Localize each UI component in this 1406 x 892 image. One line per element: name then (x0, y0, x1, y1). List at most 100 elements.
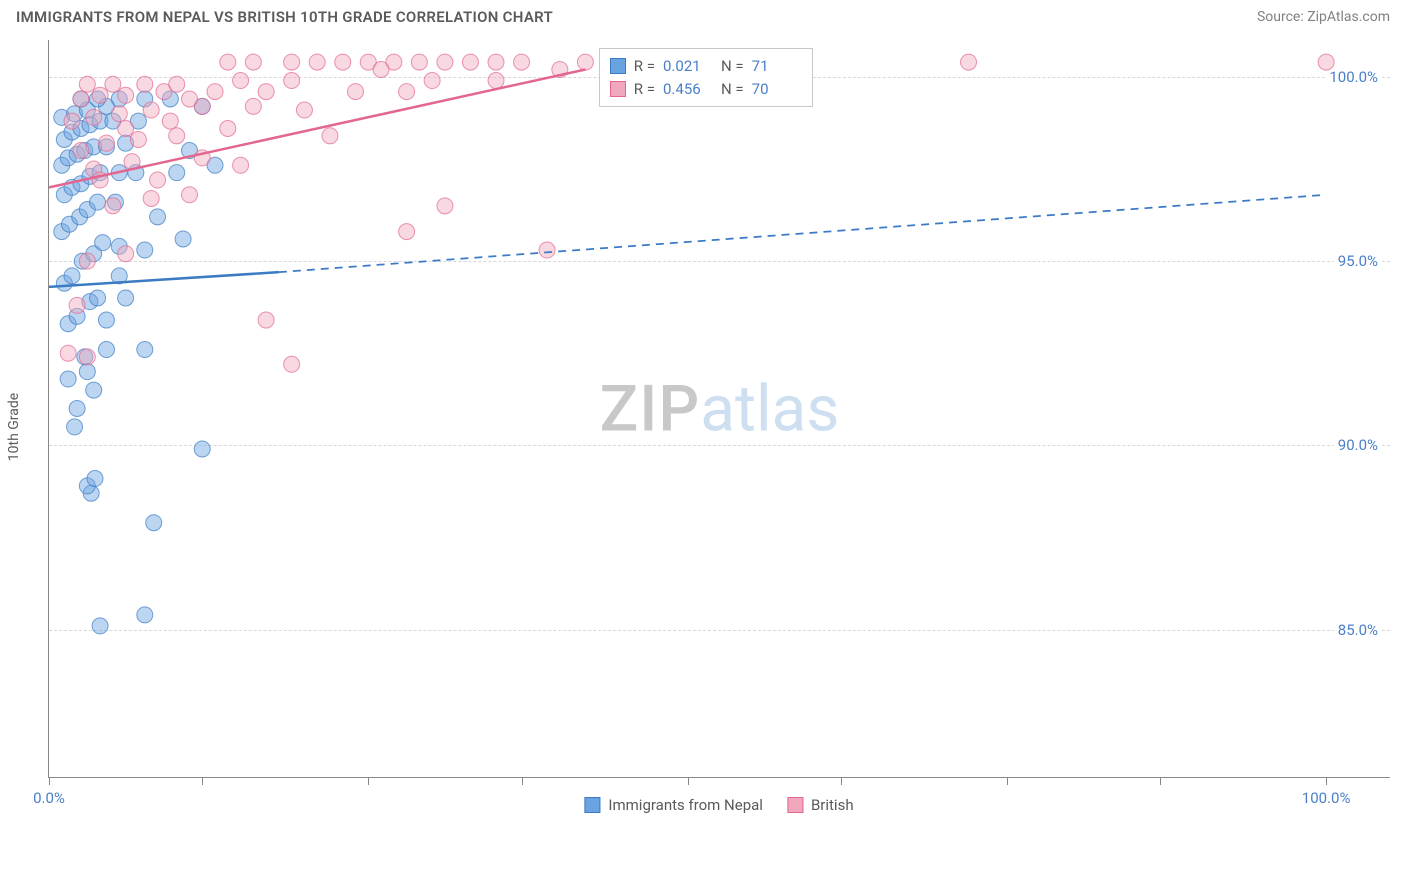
scatter-point (64, 113, 80, 129)
scatter-point (130, 131, 146, 147)
scatter-point (79, 364, 95, 380)
scatter-point (137, 607, 153, 623)
scatter-point (150, 209, 166, 225)
scatter-point (118, 120, 134, 136)
scatter-point (399, 84, 415, 100)
stats-n-label: N = (721, 55, 744, 78)
chart-header: IMMIGRANTS FROM NEPAL VS BRITISH 10TH GR… (0, 0, 1406, 32)
x-tick (522, 777, 523, 785)
scatter-point (86, 109, 102, 125)
stats-n-value: 70 (752, 78, 802, 101)
scatter-point (181, 187, 197, 203)
scatter-point (258, 84, 274, 100)
scatter-point (146, 515, 162, 531)
scatter-point (105, 76, 121, 92)
scatter-point (220, 120, 236, 136)
scatter-point (67, 419, 83, 435)
scatter-point (1318, 54, 1334, 70)
scatter-point (79, 349, 95, 365)
scatter-point (284, 54, 300, 70)
x-tick (688, 777, 689, 785)
scatter-point (488, 54, 504, 70)
legend-label-british: British (811, 796, 854, 814)
scatter-point (207, 84, 223, 100)
legend-swatch-british (787, 797, 803, 813)
scatter-point (514, 54, 530, 70)
scatter-point (73, 91, 89, 107)
scatter-point (284, 356, 300, 372)
stats-row: R = 0.456 N = 70 (610, 78, 802, 101)
scatter-point (296, 102, 312, 118)
x-tick (1160, 777, 1161, 785)
stats-r-value: 0.021 (663, 55, 713, 78)
scatter-point (111, 106, 127, 122)
scatter-point (90, 290, 106, 306)
scatter-point (98, 312, 114, 328)
x-tick-label: 0.0% (33, 789, 65, 807)
scatter-point (169, 165, 185, 181)
stats-swatch (610, 58, 626, 74)
x-tick (1007, 777, 1008, 785)
x-tick (1326, 777, 1327, 785)
scatter-point (411, 54, 427, 70)
scatter-point (92, 87, 108, 103)
scatter-point (220, 54, 236, 70)
scatter-point (539, 242, 555, 258)
stats-r-label: R = (634, 55, 655, 78)
stats-row: R = 0.021 N = 71 (610, 55, 802, 78)
scatter-point (73, 143, 89, 159)
scatter-point (92, 618, 108, 634)
scatter-point (162, 113, 178, 129)
scatter-point (137, 342, 153, 358)
scatter-point (233, 157, 249, 173)
scatter-point (233, 73, 249, 89)
x-tick (49, 777, 50, 785)
scatter-point (961, 54, 977, 70)
scatter-point (424, 73, 440, 89)
scatter-point (322, 128, 338, 144)
scatter-point (118, 246, 134, 262)
scatter-point (437, 198, 453, 214)
scatter-point (181, 91, 197, 107)
stats-r-label: R = (634, 78, 655, 101)
scatter-point (64, 268, 80, 284)
scatter-point (60, 345, 76, 361)
scatter-point (284, 73, 300, 89)
stats-swatch (610, 81, 626, 97)
scatter-point (399, 224, 415, 240)
legend-swatch-nepal (584, 797, 600, 813)
scatter-point (143, 102, 159, 118)
correlation-stats-box: R = 0.021 N = 71 R = 0.456 N = 70 (599, 48, 813, 107)
scatter-point (98, 135, 114, 151)
stats-r-value: 0.456 (663, 78, 713, 101)
scatter-point (245, 54, 261, 70)
scatter-point (87, 471, 103, 487)
x-tick (368, 777, 369, 785)
stats-n-label: N = (721, 78, 744, 101)
legend-item-british: British (787, 796, 854, 814)
scatter-point (105, 198, 121, 214)
scatter-point (309, 54, 325, 70)
scatter-point (143, 190, 159, 206)
scatter-point (86, 382, 102, 398)
source-attribution: Source: ZipAtlas.com (1257, 9, 1390, 25)
scatter-point (175, 231, 191, 247)
scatter-point (69, 401, 85, 417)
y-axis-label: 10th Grade (6, 393, 22, 461)
scatter-point (150, 172, 166, 188)
x-tick (202, 777, 203, 785)
scatter-point (245, 98, 261, 114)
plot-region: ZIPatlas R =0.021N =71R =0.456N =70 85.0… (48, 40, 1390, 778)
chart-area: 10th Grade ZIPatlas R =0.021N =71R =0.45… (48, 32, 1390, 822)
stats-n-value: 71 (752, 55, 802, 78)
scatter-point (577, 54, 593, 70)
legend: Immigrants from Nepal British (584, 796, 853, 814)
scatter-point (169, 128, 185, 144)
legend-item-nepal: Immigrants from Nepal (584, 796, 763, 814)
scatter-point (79, 76, 95, 92)
scatter-point (462, 54, 478, 70)
chart-title: IMMIGRANTS FROM NEPAL VS BRITISH 10TH GR… (16, 8, 553, 26)
scatter-point (90, 194, 106, 210)
x-tick (841, 777, 842, 785)
scatter-point (373, 61, 389, 77)
